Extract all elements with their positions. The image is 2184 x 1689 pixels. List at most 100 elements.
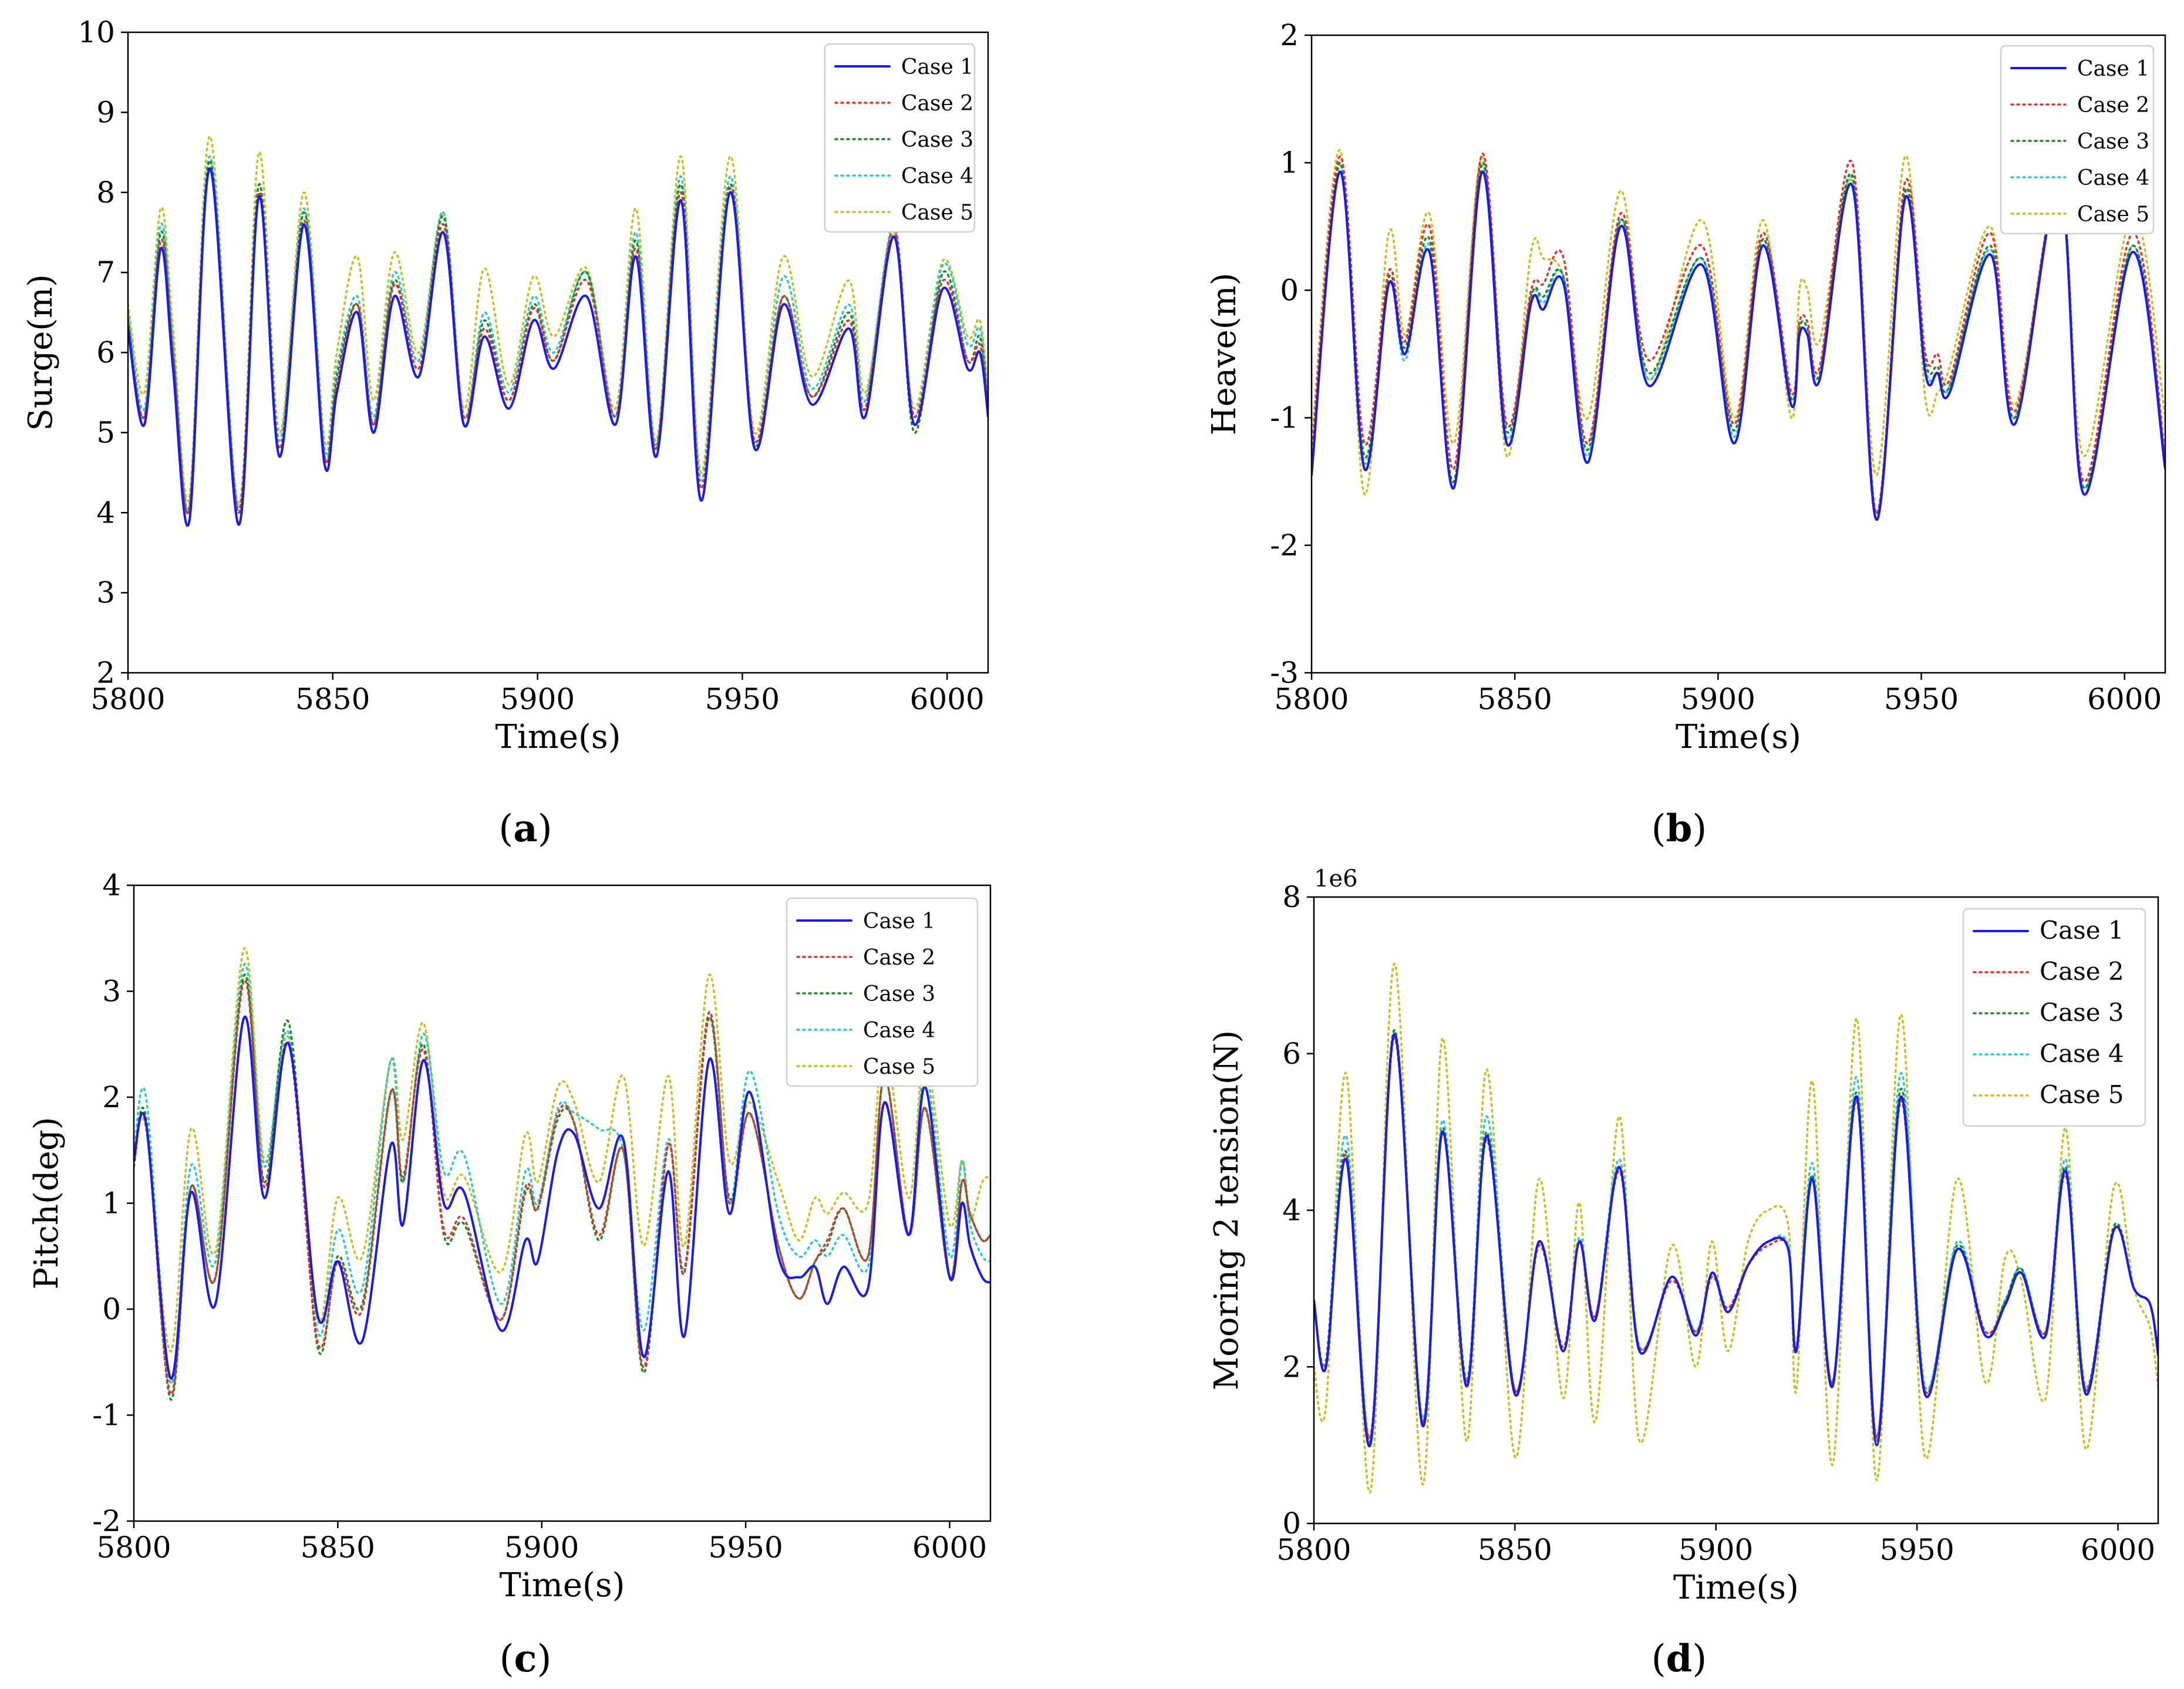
legend-entry-label: Case 5 bbox=[2040, 1080, 2124, 1109]
legend-entry-label: Case 2 bbox=[863, 946, 935, 970]
y-axis-label: Heave(m) bbox=[1205, 273, 1243, 436]
y-tick-label: 10 bbox=[77, 15, 115, 49]
y-tick-label: 2 bbox=[96, 656, 115, 690]
legend-entry-label: Case 4 bbox=[901, 164, 973, 188]
y-tick-label: -3 bbox=[1270, 656, 1299, 690]
legend-entry-label: Case 3 bbox=[901, 128, 973, 152]
y-tick-label: 8 bbox=[1282, 880, 1301, 914]
legend-entry-label: Case 1 bbox=[901, 55, 973, 79]
legend-entry-label: Case 2 bbox=[2040, 957, 2124, 986]
y-tick-label: 3 bbox=[102, 975, 121, 1009]
legend-entry-label: Case 5 bbox=[863, 1055, 935, 1079]
legend-entry-label: Case 4 bbox=[863, 1019, 935, 1043]
y-tick-label: 9 bbox=[96, 95, 115, 129]
legend: Case 1 Case 2 Case 3 Case 4 Case 5 bbox=[2000, 45, 2155, 235]
legend-box bbox=[1962, 908, 2146, 1127]
legend-entry-label: Case 4 bbox=[2040, 1039, 2124, 1068]
series-line-case-2 bbox=[134, 979, 990, 1395]
legend-entry-label: Case 1 bbox=[863, 909, 935, 933]
legend-box bbox=[2000, 45, 2155, 235]
x-axis-label: Time(s) bbox=[1676, 718, 1801, 756]
series-line-case-2 bbox=[128, 167, 988, 514]
x-tick-label: 5850 bbox=[1478, 682, 1552, 716]
x-tick-label: 5800 bbox=[96, 1530, 171, 1565]
chart-panel-a: 5800 5850 5900 5950 6000 2 3 4 5 6 7 8 9 10 Time(s) Sur… bbox=[22, 15, 989, 851]
series-line-case-3 bbox=[1312, 161, 2165, 515]
x-tick-label: 5800 bbox=[1274, 682, 1349, 716]
y-tick-label: 0 bbox=[1282, 1506, 1301, 1540]
legend-box bbox=[824, 43, 976, 233]
x-tick-label: 5950 bbox=[1884, 682, 1959, 716]
y-tick-label: 0 bbox=[1280, 273, 1299, 307]
series-line-case-1 bbox=[1312, 170, 2165, 521]
y-tick-label: 1 bbox=[1280, 146, 1299, 180]
legend-entry-label: Case 5 bbox=[901, 201, 973, 225]
legend-entry-label: Case 2 bbox=[901, 92, 973, 116]
y-tick-label: 6 bbox=[96, 336, 115, 370]
y-axis-label: Mooring 2 tension(N) bbox=[1208, 1030, 1246, 1390]
x-axis-label: Time(s) bbox=[500, 1566, 625, 1604]
panel-caption: (d) bbox=[1652, 1637, 1707, 1681]
y-tick-label: 8 bbox=[96, 176, 115, 210]
chart-panel-d: 5800 5850 5900 5950 6000 0 2 4 6 8 1e6 Time(s) Moori… bbox=[1208, 865, 2159, 1681]
x-tick-label: 5950 bbox=[709, 1530, 783, 1565]
x-tick-label: 5900 bbox=[1679, 1533, 1753, 1567]
legend-entry-label: Case 1 bbox=[2040, 916, 2124, 945]
legend-entry-label: Case 2 bbox=[2077, 93, 2149, 117]
series-line-case-5 bbox=[128, 135, 988, 506]
y-axis-label: Pitch(deg) bbox=[28, 1117, 66, 1289]
x-tick-label: 5900 bbox=[1681, 682, 1755, 716]
y-tick-label: 0 bbox=[102, 1292, 121, 1326]
legend: Case 1 Case 2 Case 3 Case 4 Case 5 bbox=[824, 43, 976, 233]
x-tick-label: 6000 bbox=[910, 682, 985, 716]
legend-box bbox=[786, 897, 979, 1087]
x-tick-label: 6000 bbox=[912, 1530, 987, 1565]
legend-entry-label: Case 4 bbox=[2077, 166, 2149, 190]
series-line-case-1 bbox=[1314, 1033, 2158, 1448]
series-line-case-1 bbox=[134, 1015, 990, 1380]
y-offset-label: 1e6 bbox=[1314, 865, 1358, 892]
y-tick-label: 2 bbox=[1282, 1350, 1301, 1384]
legend-entry-label: Case 3 bbox=[863, 982, 935, 1006]
series-line-case-5 bbox=[1312, 149, 2165, 496]
x-tick-label: 5850 bbox=[301, 1530, 375, 1565]
x-tick-label: 5850 bbox=[295, 682, 370, 716]
y-tick-label: 3 bbox=[96, 576, 115, 610]
x-axis-label: Time(s) bbox=[496, 718, 621, 756]
y-tick-label: 4 bbox=[96, 495, 115, 530]
panel-caption: (b) bbox=[1652, 807, 1707, 851]
x-tick-label: 5850 bbox=[1478, 1533, 1552, 1567]
legend-entry-label: Case 1 bbox=[2077, 57, 2149, 81]
x-axis-label: Time(s) bbox=[1673, 1569, 1799, 1607]
y-tick-label: 1 bbox=[102, 1186, 121, 1221]
x-tick-label: 5800 bbox=[1276, 1533, 1351, 1567]
x-tick-label: 5950 bbox=[1880, 1533, 1954, 1567]
legend: Case 1 Case 2 Case 3 Case 4 Case 5 bbox=[786, 897, 979, 1087]
y-axis-label: Surge(m) bbox=[22, 274, 60, 431]
y-tick-label: 6 bbox=[1282, 1037, 1301, 1071]
legend: Case 1 Case 2 Case 3 Case 4 Case 5 bbox=[1962, 908, 2146, 1127]
y-tick-label: 2 bbox=[1280, 18, 1299, 52]
chart-panel-c: 5800 5850 5900 5950 6000 -2 -1 0 1 2 3 4 Time(s) Pitc… bbox=[28, 868, 992, 1681]
panel-caption: (a) bbox=[498, 807, 552, 851]
y-tick-label: -1 bbox=[1270, 401, 1299, 435]
y-tick-label: 4 bbox=[1282, 1194, 1301, 1228]
series-line-case-4 bbox=[128, 155, 988, 510]
legend-entry-label: Case 3 bbox=[2040, 998, 2124, 1027]
plot-frame bbox=[1310, 34, 2166, 674]
y-tick-label: 4 bbox=[102, 868, 121, 902]
y-tick-label: 5 bbox=[96, 416, 115, 450]
series-line-case-3 bbox=[134, 973, 990, 1401]
y-tick-label: -1 bbox=[92, 1398, 121, 1432]
series-line-case-5 bbox=[134, 947, 990, 1353]
legend-entry-label: Case 3 bbox=[2077, 130, 2149, 154]
y-tick-label: -2 bbox=[1270, 528, 1299, 562]
x-tick-label: 6000 bbox=[2087, 682, 2162, 716]
x-tick-label: 5900 bbox=[500, 682, 575, 716]
x-tick-label: 5900 bbox=[504, 1530, 579, 1565]
chart-panel-b: 5800 5850 5900 5950 6000 -3 -2 -1 0 1 2 Time(s) Heav… bbox=[1205, 18, 2166, 851]
series-line-case-1 bbox=[128, 167, 988, 527]
y-tick-label: -2 bbox=[92, 1504, 121, 1538]
x-tick-label: 5950 bbox=[705, 682, 780, 716]
